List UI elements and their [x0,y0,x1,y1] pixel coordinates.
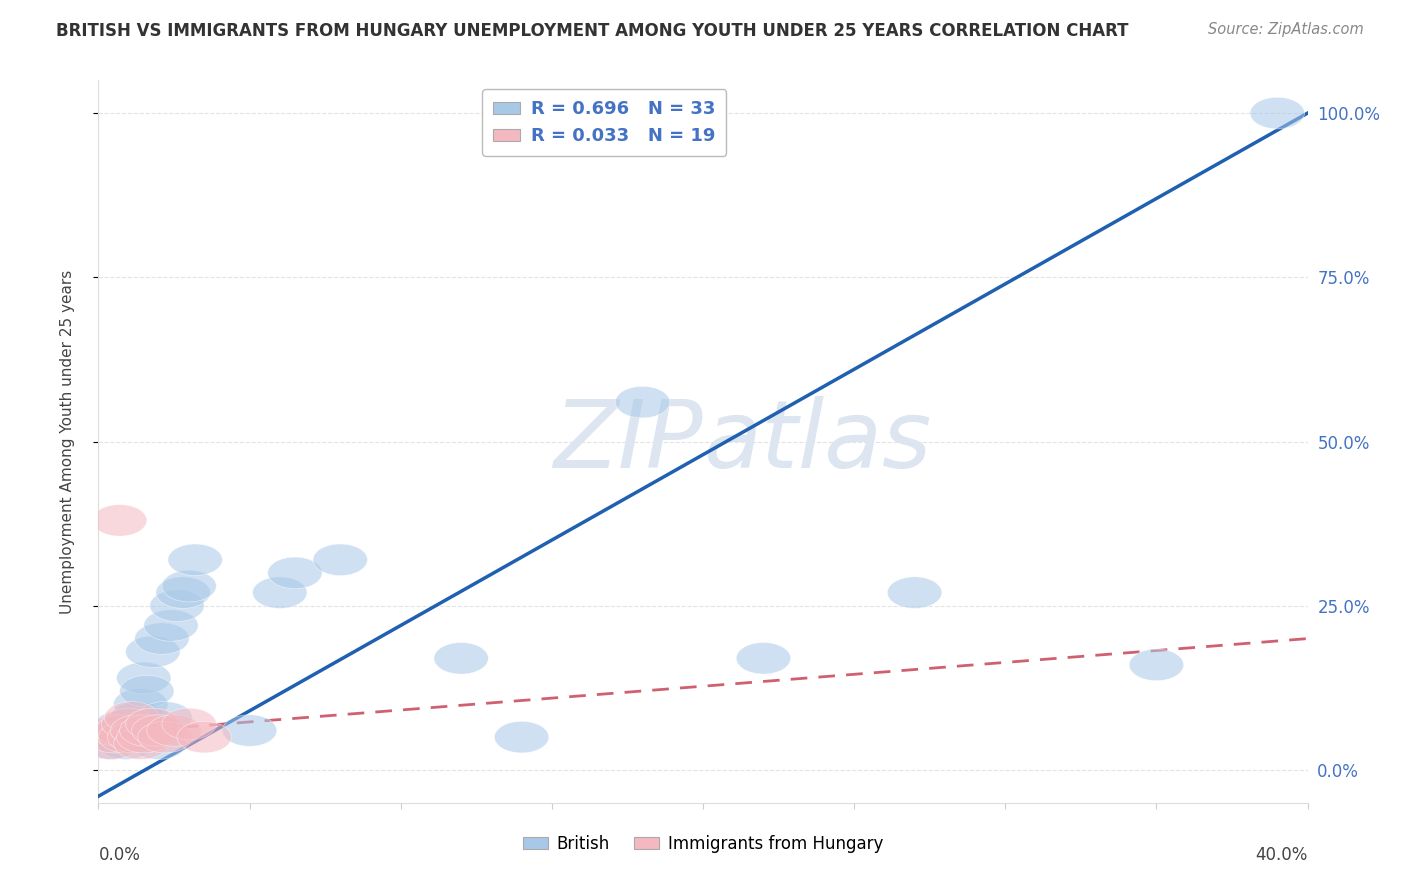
Text: ZIP: ZIP [554,396,703,487]
Ellipse shape [162,708,217,739]
Ellipse shape [253,577,307,608]
Ellipse shape [132,714,186,747]
Ellipse shape [267,558,322,589]
Ellipse shape [96,714,150,747]
Ellipse shape [101,722,156,753]
Ellipse shape [83,728,138,759]
Ellipse shape [122,708,177,739]
Ellipse shape [98,722,153,753]
Ellipse shape [90,714,143,747]
Text: 40.0%: 40.0% [1256,847,1308,864]
Ellipse shape [98,728,153,759]
Ellipse shape [90,722,143,753]
Ellipse shape [93,505,146,536]
Ellipse shape [177,722,232,753]
Ellipse shape [1129,649,1184,681]
Text: 0.0%: 0.0% [98,847,141,864]
Ellipse shape [434,642,488,674]
Ellipse shape [132,728,186,759]
Ellipse shape [162,570,217,602]
Ellipse shape [104,702,159,733]
Ellipse shape [495,722,548,753]
Ellipse shape [96,714,150,747]
Ellipse shape [107,714,162,747]
Ellipse shape [111,714,165,747]
Ellipse shape [143,610,198,641]
Ellipse shape [616,386,669,417]
Ellipse shape [104,708,159,739]
Ellipse shape [125,636,180,667]
Ellipse shape [83,728,138,759]
Ellipse shape [111,702,165,733]
Ellipse shape [101,708,156,739]
Text: atlas: atlas [703,396,931,487]
Ellipse shape [120,675,174,706]
Ellipse shape [125,708,180,739]
Ellipse shape [887,577,942,608]
Ellipse shape [146,714,201,747]
Ellipse shape [1250,97,1305,128]
Ellipse shape [138,722,193,753]
Ellipse shape [167,544,222,575]
Ellipse shape [117,662,172,694]
Legend: British, Immigrants from Hungary: British, Immigrants from Hungary [516,828,890,860]
Ellipse shape [117,722,172,753]
Ellipse shape [107,722,162,753]
Ellipse shape [120,714,174,747]
Ellipse shape [737,642,790,674]
Ellipse shape [138,702,193,733]
Ellipse shape [156,577,211,608]
Ellipse shape [86,722,141,753]
Ellipse shape [135,623,190,655]
Ellipse shape [93,712,146,743]
Text: Source: ZipAtlas.com: Source: ZipAtlas.com [1208,22,1364,37]
Ellipse shape [114,689,167,720]
Ellipse shape [150,590,204,622]
Ellipse shape [222,714,277,747]
Y-axis label: Unemployment Among Youth under 25 years: Unemployment Among Youth under 25 years [60,269,75,614]
Text: BRITISH VS IMMIGRANTS FROM HUNGARY UNEMPLOYMENT AMONG YOUTH UNDER 25 YEARS CORRE: BRITISH VS IMMIGRANTS FROM HUNGARY UNEMP… [56,22,1129,40]
Ellipse shape [314,544,367,575]
Ellipse shape [114,728,167,759]
